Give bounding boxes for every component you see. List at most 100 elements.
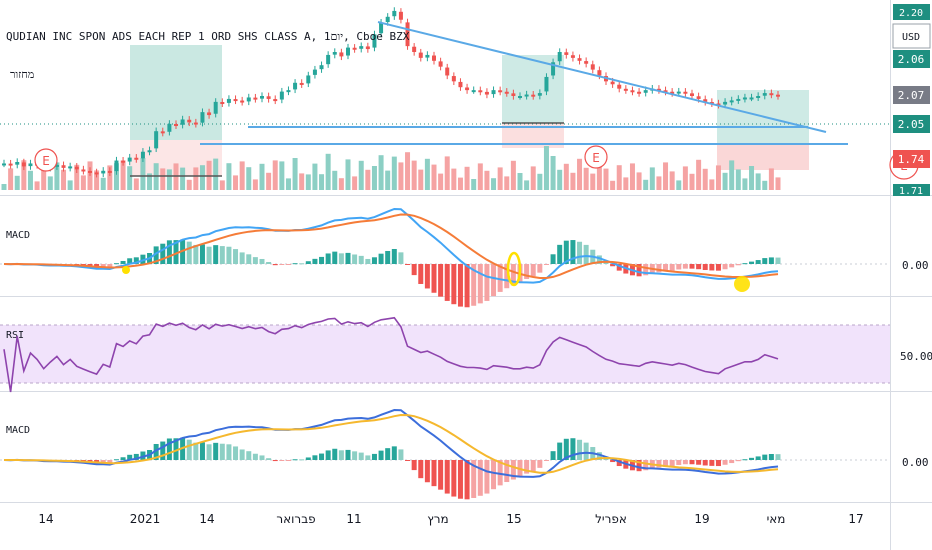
histogram-bar — [722, 460, 728, 465]
candle-body — [107, 170, 112, 173]
volume-bar — [775, 177, 781, 190]
candle-body — [101, 170, 106, 174]
volume-bar — [537, 173, 543, 190]
histogram-bar — [338, 450, 344, 460]
candle-body — [769, 93, 774, 96]
histogram-bar — [252, 453, 258, 460]
volume-bar — [643, 179, 649, 190]
candle-body — [716, 103, 721, 106]
histogram-bar — [259, 258, 265, 264]
time-axis-tick: 19 — [694, 512, 709, 526]
volume-bar — [431, 164, 437, 190]
candle-body — [551, 62, 556, 76]
volume-bar — [715, 165, 721, 190]
candle-body — [762, 93, 767, 96]
volume-bar — [610, 180, 616, 190]
volume-bar — [398, 162, 404, 190]
volume-bar — [127, 166, 133, 190]
candle-body — [94, 172, 99, 175]
candle-body — [432, 55, 436, 61]
macd-1-label: MACD — [6, 230, 30, 241]
currency-button[interactable]: USD — [902, 32, 920, 43]
volume-bar — [524, 180, 530, 190]
trendlines[interactable] — [130, 21, 848, 177]
candle-body — [491, 90, 496, 95]
candle-body — [339, 52, 344, 57]
candle-body — [293, 82, 298, 90]
volume-bar — [464, 166, 470, 190]
volume-bar — [199, 165, 205, 190]
volume-bar — [457, 177, 463, 190]
symbol-title: QUDIAN INC SPON ADS EACH REP 1 ORD SHS C… — [6, 30, 410, 43]
histogram-bar — [577, 439, 583, 460]
histogram-bar — [365, 258, 371, 264]
volume-bar — [259, 163, 265, 190]
histogram-bar — [663, 460, 669, 467]
candle-body — [332, 52, 337, 55]
volume-bar — [762, 180, 768, 190]
histogram-bar — [477, 264, 483, 304]
candle-body — [597, 70, 602, 76]
volume-bar — [266, 172, 272, 190]
volume-bar — [21, 160, 27, 190]
macd-2-signal-line — [4, 413, 779, 474]
volume-bar — [365, 169, 371, 190]
histogram-bar — [186, 241, 192, 264]
time-axis-tick: 14 — [38, 512, 53, 526]
volume-bar — [702, 168, 708, 190]
histogram-bar — [749, 457, 755, 460]
histogram-bar — [524, 264, 530, 279]
volume-bar — [729, 160, 735, 190]
volume-bar — [510, 160, 516, 190]
earnings-marker-label: E — [42, 154, 50, 168]
histogram-bar — [457, 460, 463, 499]
histogram-bar — [239, 449, 245, 460]
volume-bar — [424, 158, 430, 190]
candle-body — [776, 94, 780, 97]
histogram-bar — [405, 460, 411, 461]
macd-1-line — [3, 207, 779, 284]
candle-body — [68, 166, 73, 169]
histogram-bar — [153, 246, 159, 264]
volume-bar — [563, 163, 569, 190]
time-axis[interactable]: 14 2021 14 פברואר 11 מרץ 15 אפריל 19 מאי 17 — [38, 512, 863, 526]
volume-bar — [338, 178, 344, 190]
volume-bar — [305, 174, 311, 190]
histogram-bar — [709, 460, 715, 466]
histogram-bar — [332, 251, 338, 264]
candle-body — [392, 10, 397, 17]
volume-label: מחזור — [10, 68, 34, 81]
volume-bar — [120, 160, 126, 190]
histogram-bar — [438, 264, 444, 297]
histogram-bar — [504, 264, 510, 289]
macd-2-zero-label: 0.00 — [902, 456, 929, 469]
candle-body — [438, 61, 443, 67]
candle-body — [445, 67, 450, 76]
candle-body — [359, 46, 364, 49]
histogram-bar — [570, 438, 576, 460]
histogram-bar — [775, 454, 781, 460]
volume-bar — [319, 174, 325, 190]
volume-bar — [107, 165, 113, 190]
candle-body — [246, 97, 251, 102]
volume-bar — [471, 179, 477, 190]
histogram-bar — [153, 443, 159, 460]
position-boxes[interactable] — [130, 45, 809, 176]
candle-body — [365, 46, 370, 50]
volume-bar — [696, 159, 702, 190]
candle-body — [742, 97, 747, 100]
histogram-bar — [107, 264, 113, 268]
volume-bar — [629, 163, 635, 190]
volume-bar — [14, 175, 20, 190]
time-axis-tick: 15 — [506, 512, 521, 526]
price-axis[interactable]: 2.20 USD 2.06 2.07 2.05 1.74 1.71 — [892, 4, 931, 197]
candle-body — [174, 124, 178, 127]
histogram-bar — [656, 264, 662, 273]
candle-body — [570, 55, 575, 58]
histogram-bar — [537, 460, 543, 468]
volume-bar — [411, 160, 417, 190]
histogram-bar — [610, 460, 616, 463]
candle-body — [531, 94, 536, 97]
volume-bar — [186, 179, 192, 190]
